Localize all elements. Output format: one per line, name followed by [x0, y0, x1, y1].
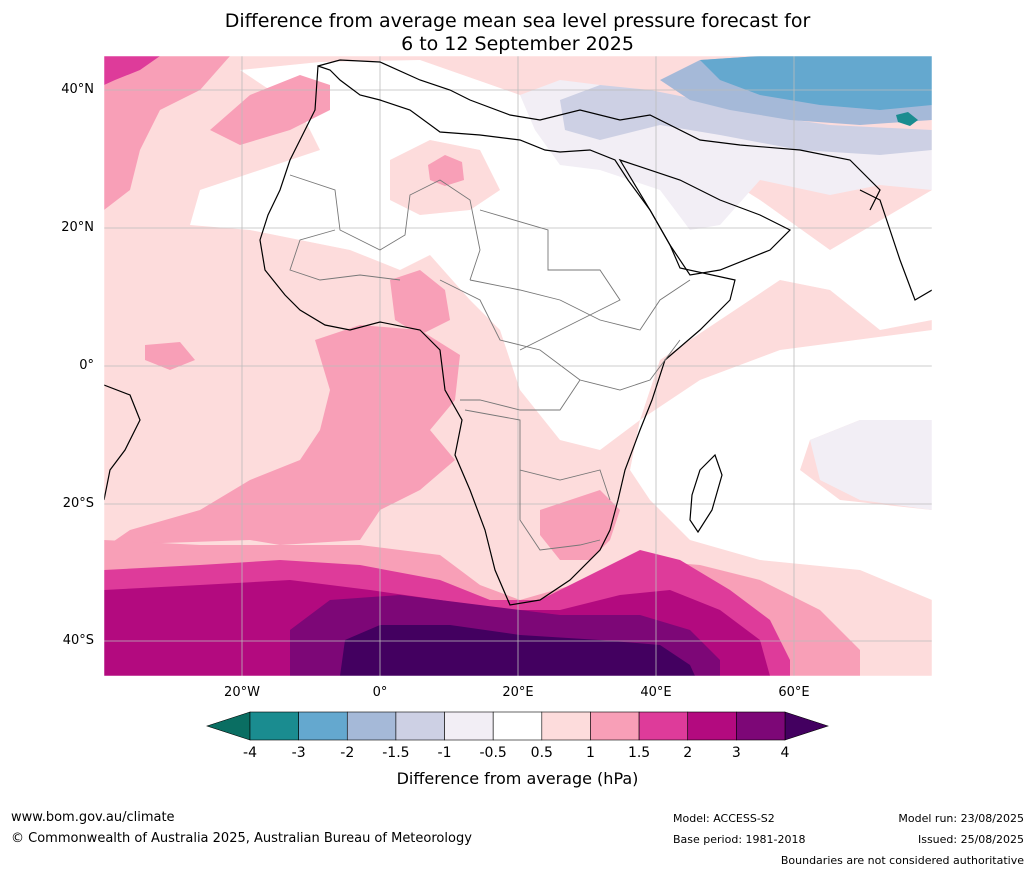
colorbar-tick-label: -1.5 [382, 745, 410, 761]
country-borders [289, 174, 691, 551]
lat-label-40s: 40°S [62, 633, 94, 648]
colorbar-over-arrow [784, 711, 829, 741]
field-1-gulf-guinea [104, 325, 460, 548]
field-1-atlantic-patch [210, 75, 330, 145]
footer-disclaimer: Boundaries are not considered authoritat… [780, 854, 1024, 867]
colorbar [206, 711, 829, 741]
colorbar-tick-label: 1 [585, 745, 595, 761]
lon-label-20e: 20°E [502, 685, 534, 700]
colorbar-tick-label: 4 [780, 745, 790, 761]
lon-label-0: 0° [372, 685, 388, 700]
title-line-1: Difference from average mean sea level p… [224, 10, 811, 32]
colorbar-tick-label: -2 [340, 745, 355, 761]
colorbar-segment [395, 711, 445, 741]
colorbar-tick-label: 1.5 [627, 745, 651, 761]
graticule [104, 56, 932, 676]
colorbar-tick-label: -1 [437, 745, 452, 761]
colorbar-segment [638, 711, 689, 741]
colorbar-segment [249, 711, 299, 741]
lon-label-20w: 20°W [224, 685, 260, 700]
lat-label-20n: 20°N [61, 220, 94, 235]
colorbar-tick-label: -3 [291, 745, 306, 761]
india-coast [859, 189, 932, 301]
field-1-west-africa [390, 270, 450, 335]
field-neg-05-indian-ocean [810, 420, 932, 510]
footer-base-period: Base period: 1981-2018 [673, 833, 806, 846]
colorbar-tick-label: 2 [683, 745, 693, 761]
coastlines [104, 59, 932, 606]
field-1-atlantic-blob [145, 342, 195, 370]
colorbar-segment [687, 711, 737, 741]
field-neutral-north-africa [190, 60, 932, 450]
colorbar-label: Difference from average (hPa) [396, 769, 639, 788]
madagascar-coast [689, 453, 723, 534]
colorbar-segment [736, 711, 786, 741]
europe-coast [317, 59, 881, 211]
lat-label-40n: 40°N [61, 82, 94, 97]
colorbar-tick-label: -4 [243, 745, 257, 761]
footer-issued: Issued: 25/08/2025 [917, 833, 1024, 846]
field-neg-3 [896, 112, 918, 126]
field-1-southeast-africa [540, 490, 620, 560]
arabia-coast [618, 158, 792, 276]
field-1-sahara-core [428, 155, 464, 186]
colorbar-tick-label: -0.5 [479, 745, 507, 761]
field-neg-2 [700, 56, 932, 110]
field-4-southern-core [340, 625, 695, 676]
colorbar-segment [541, 711, 591, 741]
field-neg-1 [560, 85, 932, 155]
africa-coast [259, 65, 736, 606]
field-15-northwest [104, 56, 160, 85]
footer-website: www.bom.gov.au/climate [11, 810, 175, 825]
colorbar-segment [298, 711, 348, 741]
colorbar-segment [444, 711, 494, 741]
title-line-2: 6 to 12 September 2025 [401, 33, 634, 55]
lat-label-0: 0° [79, 358, 94, 373]
footer-model-run: Model run: 23/08/2025 [898, 812, 1024, 825]
colorbar-segment [346, 711, 397, 741]
plot-frame [103, 55, 933, 677]
colorbar-tick-label: 3 [731, 745, 741, 761]
lon-label-60e: 60°E [778, 685, 810, 700]
colorbar-segment [492, 711, 543, 741]
field-1-northwest [104, 56, 230, 210]
lon-label-40e: 40°E [640, 685, 672, 700]
footer-copyright: © Commonwealth of Australia 2025, Austra… [11, 831, 472, 846]
south-america-coast [104, 384, 141, 501]
colorbar-under-arrow [206, 711, 251, 741]
footer-model: Model: ACCESS-S2 [673, 812, 775, 825]
colorbar-segment [590, 711, 640, 741]
colorbar-tick-label: 0.5 [530, 745, 553, 761]
field-neutral-indian-ocean [630, 330, 932, 600]
map-title: Difference from average mean sea level p… [0, 10, 1035, 56]
lat-label-20s: 20°S [62, 496, 94, 511]
